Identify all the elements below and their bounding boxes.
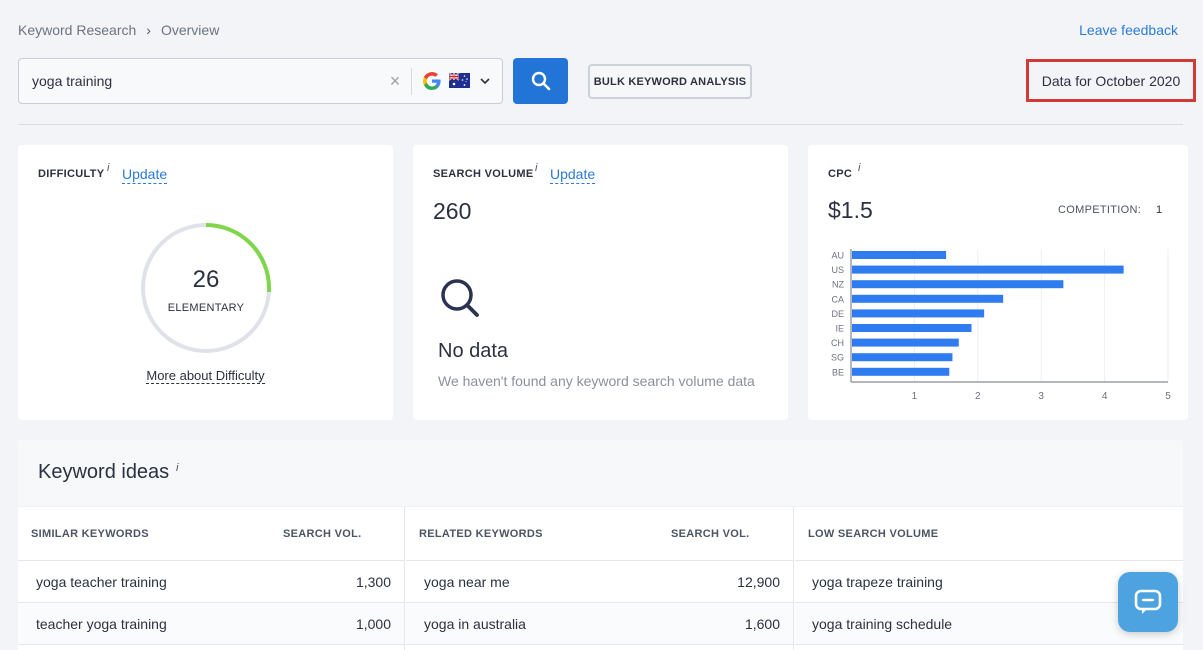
keyword[interactable]: yoga near me: [424, 574, 510, 590]
google-icon[interactable]: [423, 72, 441, 90]
tick-label: 1: [912, 391, 918, 402]
search-vol-header[interactable]: SEARCH VOL.: [283, 528, 362, 540]
category-label: NZ: [832, 280, 844, 290]
difficulty-gauge-fill: [141, 223, 271, 353]
category-label: DE: [831, 309, 844, 319]
category-label: AU: [831, 251, 844, 261]
difficulty-gauge: [141, 223, 271, 353]
search-box: ×: [18, 58, 503, 104]
bar: [852, 367, 950, 376]
chat-icon: [1134, 589, 1162, 614]
magnifier-icon: [441, 279, 479, 317]
bar: [852, 251, 947, 259]
search-volume-update-link[interactable]: Update: [550, 166, 596, 184]
divider: [18, 124, 1183, 125]
keyword-ideas-header: Keyword ideas i: [18, 440, 1183, 507]
info-icon[interactable]: i: [535, 162, 538, 174]
similar-keywords-header[interactable]: SIMILAR KEYWORDS: [31, 528, 149, 540]
cpc-card: CPC i $1.5 COMPETITION: 1 AU US NZ CA DE IE CH…: [808, 145, 1188, 420]
category-label: SG: [831, 353, 844, 363]
search-volume: 12,900: [737, 574, 780, 590]
table-header: RELATED KEYWORDS SEARCH VOL.: [406, 507, 793, 561]
tick-label: 3: [1038, 391, 1044, 402]
chevron-down-icon[interactable]: [479, 72, 491, 90]
difficulty-label: DIFFICULTY: [38, 168, 105, 180]
category-label: BE: [832, 367, 844, 377]
category-label: IE: [835, 324, 844, 334]
bar: [852, 324, 972, 332]
chat-button[interactable]: [1118, 572, 1178, 632]
cpc-value: $1.5: [828, 197, 873, 223]
keyword[interactable]: yoga in australia: [424, 616, 526, 632]
clear-icon[interactable]: ×: [389, 71, 401, 91]
low-search-volume-column: LOW SEARCH VOLUME yoga trapeze training …: [795, 507, 1183, 650]
bar: [852, 280, 1064, 289]
table-row[interactable]: yoga trapeze training: [795, 561, 1183, 603]
search-input[interactable]: [32, 59, 372, 103]
keyword-ideas-panel: Keyword ideas i SIMILAR KEYWORDS SEARCH …: [18, 440, 1183, 650]
no-data-title: No data: [438, 340, 509, 362]
bar: [852, 338, 959, 347]
search-icon: [531, 71, 550, 91]
difficulty-level: ELEMENTARY: [167, 302, 245, 314]
search-button[interactable]: [513, 58, 568, 104]
more-about-difficulty-link[interactable]: More about Difficulty: [146, 368, 265, 384]
related-keywords-column: RELATED KEYWORDS SEARCH VOL. yoga near m…: [406, 507, 794, 650]
search-volume: 1,000: [355, 616, 391, 632]
keyword[interactable]: yoga trapeze training: [812, 574, 943, 590]
bar: [852, 265, 1124, 274]
cpc-by-country-chart: AU US NZ CA DE IE CH SG BE 1 2 3 4 5: [831, 249, 1171, 402]
competition-label: COMPETITION:: [1058, 204, 1142, 216]
bulk-keyword-analysis-button[interactable]: BULK KEYWORD ANALYSIS: [588, 64, 752, 99]
keyword[interactable]: yoga teacher training: [36, 574, 167, 590]
difficulty-update-link[interactable]: Update: [122, 166, 168, 184]
table-row[interactable]: teacher yoga training 1,000: [18, 603, 404, 645]
breadcrumb: Keyword Research › Overview: [18, 22, 219, 38]
competition-value: 1: [1156, 204, 1163, 216]
search-volume: 1,300: [355, 574, 391, 590]
related-keywords-header[interactable]: RELATED KEYWORDS: [419, 528, 543, 540]
search-volume-label: SEARCH VOLUME: [433, 168, 534, 180]
bar: [852, 309, 985, 318]
table-row[interactable]: yoga in australia 1,600: [406, 603, 793, 645]
difficulty-card: DIFFICULTY i Update 26 ELEMENTARY More a…: [18, 145, 393, 420]
tick-label: 4: [1102, 391, 1108, 402]
search-volume-value: 260: [433, 198, 472, 224]
keyword[interactable]: teacher yoga training: [36, 616, 167, 632]
divider: [411, 68, 412, 95]
info-icon[interactable]: i: [858, 162, 861, 174]
chevron-right-icon: ›: [146, 22, 151, 38]
table-header: LOW SEARCH VOLUME: [795, 507, 1183, 561]
more-about-difficulty: More about Difficulty: [18, 368, 393, 384]
breadcrumb-current: Overview: [160, 22, 220, 38]
info-icon[interactable]: i: [176, 462, 179, 474]
search-volume-card: SEARCH VOLUME i Update 260 No data We ha…: [413, 145, 788, 420]
tick-label: 2: [975, 391, 981, 402]
low-search-volume-header[interactable]: LOW SEARCH VOLUME: [808, 528, 939, 540]
search-vol-header[interactable]: SEARCH VOL.: [671, 528, 750, 540]
table-header: SIMILAR KEYWORDS SEARCH VOL.: [18, 507, 404, 561]
leave-feedback-link[interactable]: Leave feedback: [1079, 22, 1178, 38]
category-label: CA: [831, 294, 844, 304]
keyword[interactable]: yoga training schedule: [812, 616, 953, 632]
breadcrumb-root[interactable]: Keyword Research: [18, 22, 137, 38]
cpc-label: CPC: [828, 168, 853, 180]
category-label: CH: [831, 338, 844, 348]
data-period-label: Data for October 2020: [1026, 59, 1196, 102]
keyword-ideas-title: Keyword ideas: [38, 461, 170, 483]
info-icon[interactable]: i: [107, 162, 110, 174]
bar: [852, 353, 953, 362]
bar: [852, 294, 1004, 303]
no-data-text: We haven't found any keyword search volu…: [438, 373, 755, 389]
category-label: US: [831, 265, 844, 275]
australia-flag-icon[interactable]: [449, 73, 470, 88]
search-volume: 1,600: [744, 616, 780, 632]
similar-keywords-column: SIMILAR KEYWORDS SEARCH VOL. yoga teache…: [18, 507, 405, 650]
table-row[interactable]: yoga teacher training 1,300: [18, 561, 404, 603]
difficulty-value: 26: [192, 266, 220, 293]
tick-label: 5: [1165, 391, 1171, 402]
table-row[interactable]: yoga near me 12,900: [406, 561, 793, 603]
